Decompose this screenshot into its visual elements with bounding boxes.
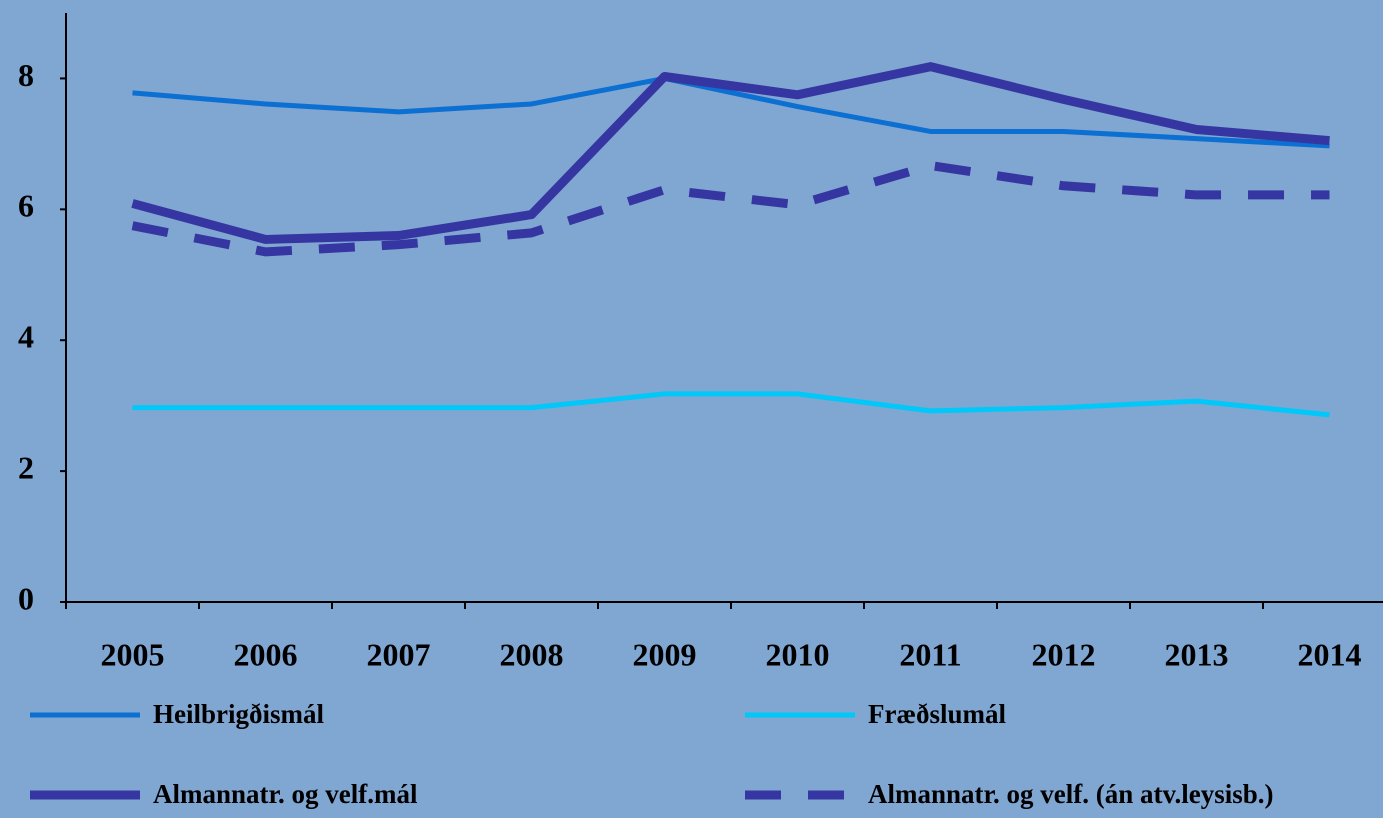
x-tick-label: 2007 xyxy=(367,636,431,672)
legend-label: Heilbrigðismál xyxy=(153,699,324,729)
legend-label: Almannatr. og velf. (án atv.leysisb.) xyxy=(868,779,1274,809)
x-tick-label: 2005 xyxy=(101,636,165,672)
legend-label: Almannatr. og velf.mál xyxy=(153,779,418,809)
series-line xyxy=(131,160,1330,257)
x-tick-label: 2012 xyxy=(1032,636,1096,672)
x-tick-label: 2011 xyxy=(899,636,961,672)
series-line xyxy=(131,62,1330,244)
x-tick-label: 2014 xyxy=(1298,636,1362,672)
y-tick-label: 8 xyxy=(18,57,34,93)
series-line xyxy=(132,391,1330,418)
x-tick-label: 2009 xyxy=(633,636,697,672)
legend-label: Fræðslumál xyxy=(868,699,1006,729)
y-tick-label: 6 xyxy=(18,188,34,224)
y-tick-label: 0 xyxy=(18,580,34,616)
y-tick-label: 4 xyxy=(18,319,34,355)
y-tick-label: 2 xyxy=(18,449,34,485)
x-tick-label: 2013 xyxy=(1165,636,1229,672)
x-tick-label: 2010 xyxy=(766,636,830,672)
x-tick-label: 2008 xyxy=(500,636,564,672)
series-line xyxy=(132,75,1330,149)
x-tick-label: 2006 xyxy=(234,636,298,672)
